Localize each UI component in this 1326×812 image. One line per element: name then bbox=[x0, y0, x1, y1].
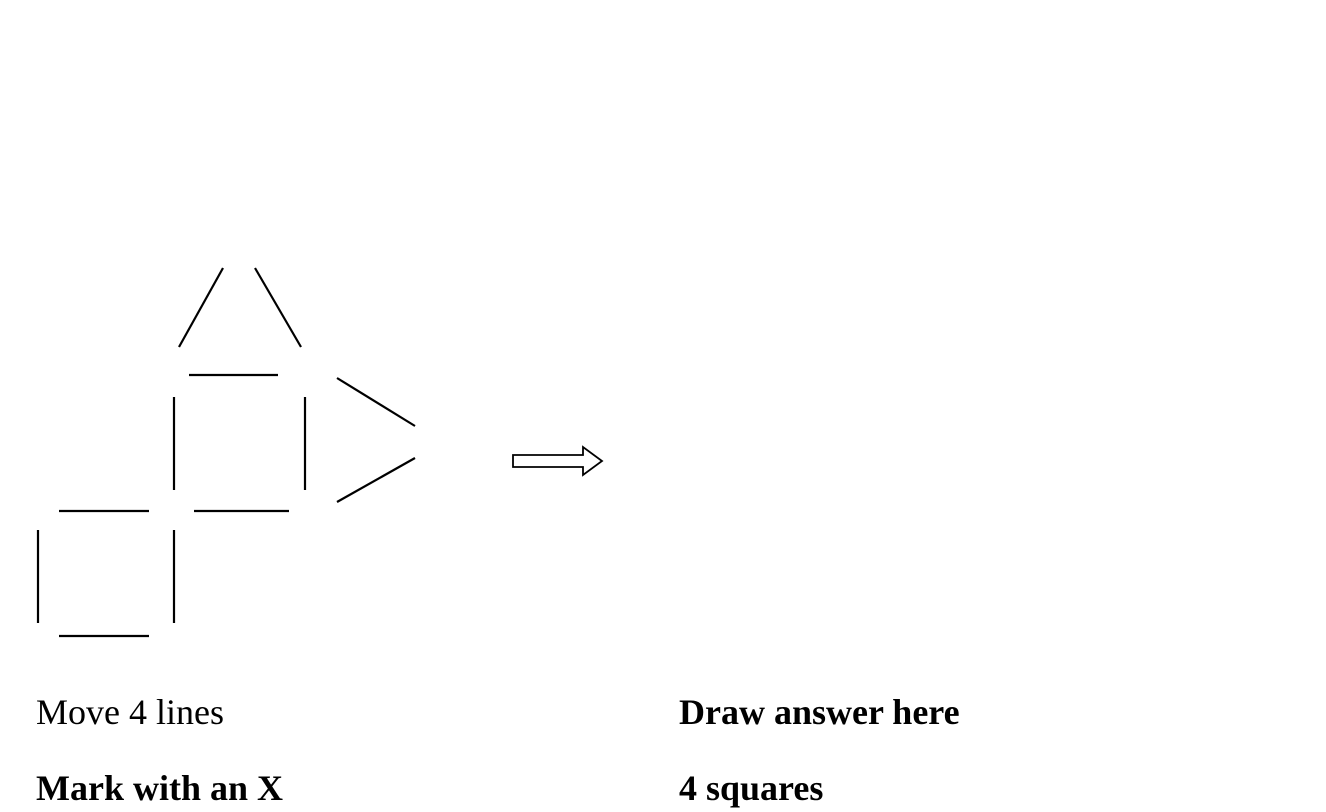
instruction-goal: 4 squares bbox=[679, 768, 824, 808]
matchstick-triangle-left[interactable] bbox=[178, 267, 224, 348]
right-arrow-icon bbox=[512, 445, 604, 477]
matchstick-triangle-right[interactable] bbox=[254, 267, 302, 348]
matchstick-chevron-upper[interactable] bbox=[336, 377, 416, 427]
instruction-mark: Mark with an X bbox=[36, 768, 284, 808]
matchstick-chevron-lower[interactable] bbox=[336, 457, 416, 503]
instruction-draw: Draw answer here bbox=[679, 692, 960, 732]
instruction-move: Move 4 lines bbox=[36, 692, 224, 732]
